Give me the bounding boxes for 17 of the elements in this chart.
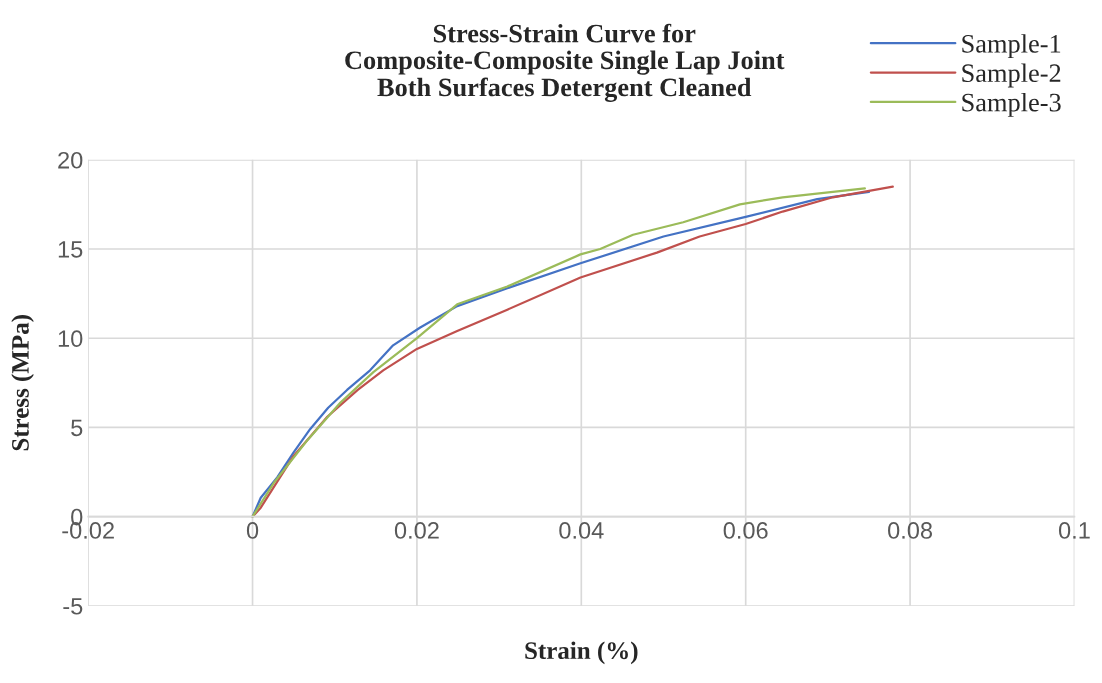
y-tick-label: 20 (58, 151, 83, 169)
x-tick-label: 0.04 (559, 522, 604, 539)
legend-label: Sample-3 (962, 92, 1061, 117)
y-tick-label: 15 (58, 241, 83, 258)
y-tick-label: -5 (63, 598, 83, 615)
y-tick-label: 5 (71, 419, 83, 437)
chart-title: Stress-Strain Curve for Composite-Composite Single Lap Joint Both Surfaces Detergent Cleaned (345, 23, 785, 102)
x-axis-title: Strain (%) (525, 641, 638, 665)
x-tick-label: 0.08 (888, 522, 933, 539)
x-tick-label: 0.06 (723, 522, 768, 539)
y-tick-label: 10 (58, 330, 83, 348)
x-tick-label: 0 (246, 522, 259, 539)
legend-label: Sample-1 (962, 34, 1061, 59)
x-tick-label: 0.1 (1058, 522, 1090, 539)
legend-label: Sample-2 (962, 63, 1061, 88)
x-tick-label: 0.02 (394, 522, 439, 539)
y-axis-title: Stress (MPa) (11, 315, 34, 451)
